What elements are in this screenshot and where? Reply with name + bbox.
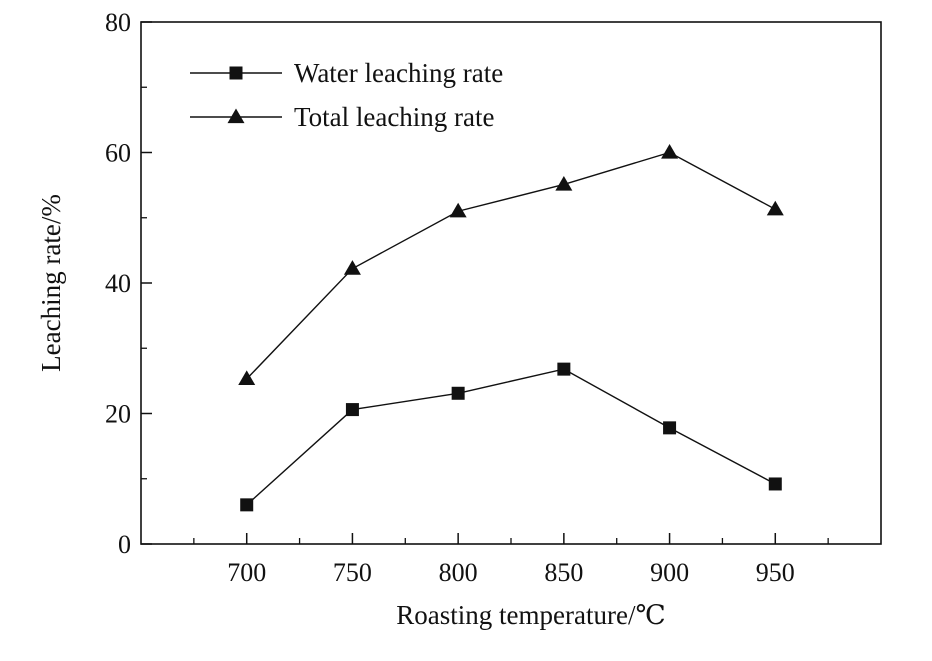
y-tick-label: 80 — [105, 8, 131, 37]
legend-label: Water leaching rate — [294, 58, 503, 88]
y-tick-label: 60 — [105, 139, 131, 168]
legend-item: Water leaching rate — [190, 58, 503, 88]
legend-marker — [229, 66, 243, 80]
y-axis-label: Leaching rate/% — [36, 194, 66, 372]
data-point — [345, 403, 359, 417]
x-tick-label: 850 — [544, 558, 583, 587]
plot-area-frame — [140, 21, 882, 545]
x-tick-label: 700 — [227, 558, 266, 587]
x-tick-label: 900 — [650, 558, 689, 587]
x-tick-label: 750 — [333, 558, 372, 587]
data-point — [557, 362, 571, 376]
series-line — [246, 151, 776, 380]
data-point — [240, 498, 254, 512]
data-point — [449, 202, 467, 218]
x-tick-label: 800 — [439, 558, 478, 587]
axes: 700 750 800 850 900 950 0 20 40 60 80 — [105, 8, 829, 587]
data-point — [663, 421, 677, 435]
data-point — [343, 260, 361, 275]
x-axis-label: Roasting temperature/℃ — [396, 600, 665, 630]
data-point — [451, 386, 465, 400]
data-point — [661, 144, 679, 159]
data-point — [768, 477, 782, 491]
y-tick-label: 20 — [105, 400, 131, 429]
x-tick-label: 950 — [756, 558, 795, 587]
legend-marker — [227, 108, 245, 124]
data-point — [766, 200, 784, 216]
y-tick-label: 0 — [118, 530, 131, 559]
series-triangle — [238, 144, 784, 386]
series-square — [240, 362, 782, 512]
series-layer — [238, 144, 784, 512]
legend: Water leaching rate Total leaching rate — [190, 58, 503, 132]
series-line — [246, 368, 776, 506]
legend-item: Total leaching rate — [190, 102, 495, 132]
y-tick-label: 40 — [105, 269, 131, 298]
legend-label: Total leaching rate — [294, 102, 495, 132]
data-point — [238, 370, 256, 386]
data-point — [555, 175, 573, 191]
